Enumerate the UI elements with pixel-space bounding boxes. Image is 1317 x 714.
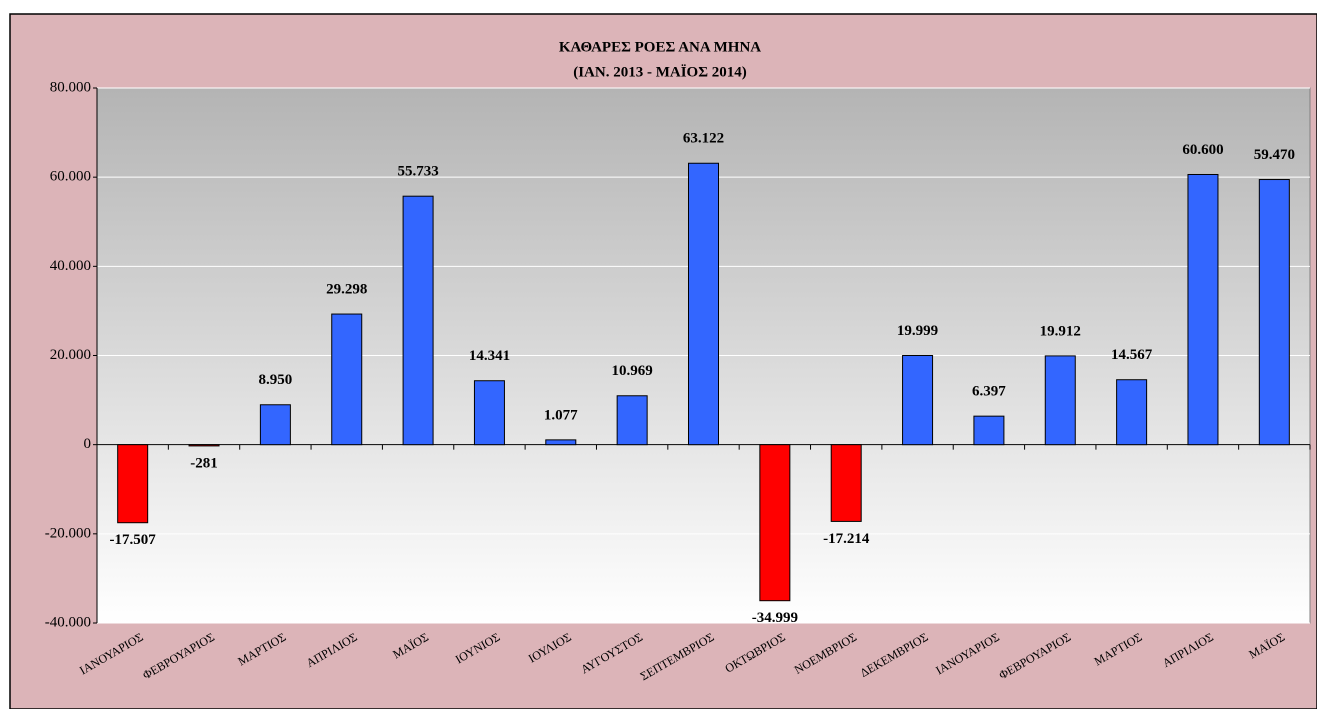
y-tick-label: -20.000 [45, 525, 91, 541]
data-label: 8.950 [259, 372, 293, 388]
bar [616, 395, 648, 446]
bar [1116, 379, 1148, 446]
y-tick-label: 80.000 [50, 79, 91, 95]
y-tick-label: -40.000 [45, 614, 91, 630]
y-tick-label: 0 [84, 436, 92, 452]
data-label: 14.341 [469, 348, 510, 364]
y-tick-label: 60.000 [50, 169, 91, 185]
data-label: 10.969 [612, 363, 653, 379]
bar [331, 313, 363, 446]
bar [1258, 179, 1290, 446]
bar [545, 439, 577, 446]
data-label: 19.999 [897, 323, 938, 339]
bar [830, 444, 862, 522]
bar [902, 355, 934, 446]
bar [259, 404, 291, 446]
data-label: 6.397 [972, 384, 1006, 400]
bar [1187, 173, 1219, 446]
bar [759, 444, 791, 602]
data-label: 63.122 [683, 131, 724, 147]
data-label: -34.999 [752, 610, 798, 626]
data-label: 55.733 [397, 164, 438, 180]
y-tick-label: 40.000 [50, 258, 91, 274]
data-label: -281 [190, 455, 218, 471]
data-label: 14.567 [1111, 347, 1153, 363]
chart-subtitle: (ΙΑΝ. 2013 - ΜΑΪΟΣ 2014) [573, 64, 747, 80]
bar [473, 380, 505, 446]
data-label: 59.470 [1254, 147, 1295, 163]
data-label: 19.912 [1040, 323, 1081, 339]
bar [402, 195, 434, 446]
y-tick-label: 20.000 [50, 347, 91, 363]
data-label: 29.298 [326, 281, 367, 297]
bar [1044, 355, 1076, 446]
data-label: 60.600 [1182, 142, 1223, 158]
data-label: 1.077 [544, 407, 578, 423]
data-label: -17.214 [823, 531, 870, 547]
bar [188, 444, 220, 447]
bar [117, 444, 149, 524]
chart-title: ΚΑΘΑΡΕΣ ΡΟΕΣ ΑΝΑ ΜΗΝΑ [559, 39, 761, 55]
bar [688, 162, 719, 446]
data-label: -17.507 [110, 532, 157, 548]
bar [973, 415, 1005, 446]
